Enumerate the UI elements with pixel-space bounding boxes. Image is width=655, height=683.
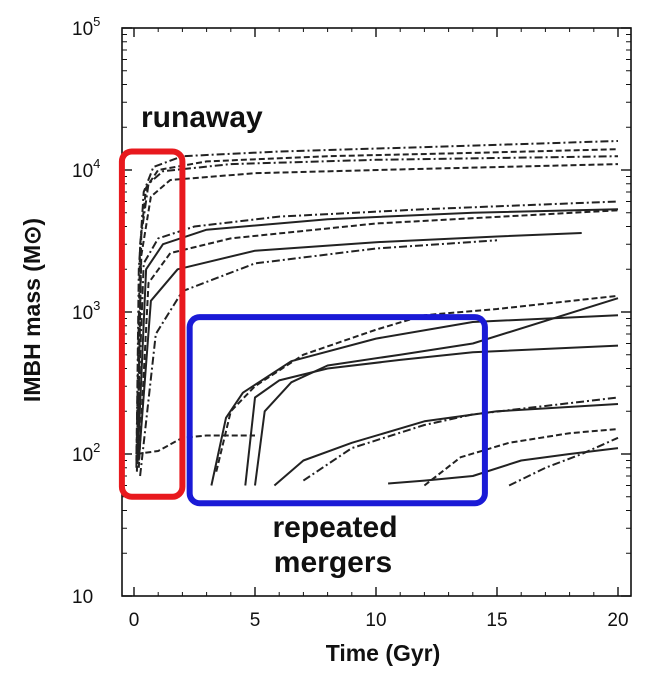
repeated-mergers-box xyxy=(186,314,488,507)
y-tick-exponent: 5 xyxy=(93,14,100,29)
x-tick-label: 10 xyxy=(365,610,386,631)
series-line-merger-4 xyxy=(254,297,619,486)
series-line-merger-6 xyxy=(302,396,619,482)
annotation-boxes xyxy=(118,148,488,507)
series-line-runaway-2 xyxy=(135,148,619,461)
series-line-merger-7 xyxy=(388,447,619,485)
series-line-runaway-5 xyxy=(135,200,619,455)
y-tick-label: 102 xyxy=(72,440,100,466)
series-line-merger-8 xyxy=(423,428,619,487)
series-lines xyxy=(135,140,619,487)
mergers-label: mergers xyxy=(274,546,392,579)
series-line-runaway-7 xyxy=(137,209,619,468)
x-tick-label: 15 xyxy=(486,610,507,631)
series-line-merger-5 xyxy=(273,403,619,487)
x-axis-title: Time (Gyr) xyxy=(326,640,441,666)
y-tick-label: 10 xyxy=(72,587,93,608)
x-tick-label: 5 xyxy=(250,610,261,631)
series-line-merger-3 xyxy=(244,344,619,486)
y-tick-exponent: 4 xyxy=(93,156,100,171)
runaway-label: runaway xyxy=(141,101,263,134)
x-tick-label: 20 xyxy=(607,610,628,631)
series-line-runaway-flat xyxy=(136,434,255,455)
axis-ticks: 0 5 10 15 20 10 102 103 104 105 xyxy=(72,14,631,631)
x-tick-label: 0 xyxy=(129,610,140,631)
series-line-merger-9 xyxy=(508,436,619,487)
series-line-runaway-3 xyxy=(136,155,619,465)
y-tick-label: 105 xyxy=(72,14,100,40)
series-line-merger-2 xyxy=(210,314,619,486)
runaway-box xyxy=(118,148,186,500)
series-line-runaway-1 xyxy=(135,140,619,468)
y-tick-exponent: 3 xyxy=(93,298,100,313)
series-line-runaway-9 xyxy=(139,239,498,477)
y-axis-title: IMBH mass (M⊙) xyxy=(19,218,45,402)
series-line-runaway-4 xyxy=(135,163,619,472)
series-line-merger-1 xyxy=(215,294,619,472)
y-tick-label: 104 xyxy=(72,156,100,182)
repeated-label: repeated xyxy=(272,511,397,544)
series-line-runaway-6 xyxy=(136,208,619,461)
y-tick-label: 103 xyxy=(72,298,100,324)
y-tick-exponent: 2 xyxy=(93,440,100,455)
series-line-runaway-8 xyxy=(137,232,582,461)
